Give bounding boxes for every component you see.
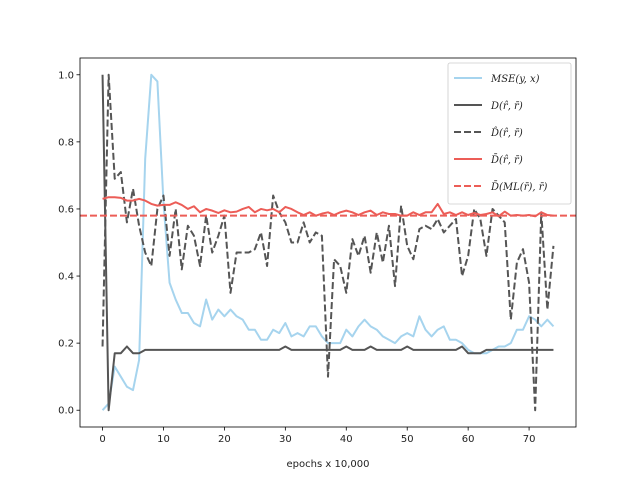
x-axis-label: epochs x 10,000: [287, 459, 370, 470]
series-layer: [80, 73, 576, 412]
y-axis: 0.0 0.2 0.4 0.6 0.8 1.0: [58, 70, 80, 417]
y-tick-label: 1.0: [58, 70, 74, 81]
series-line-1-d-r-r: [101, 74, 554, 412]
legend-label-d-bar: D̄(r̂, r̄): [490, 154, 523, 166]
series-line-2-d-r-r: [101, 73, 555, 412]
legend-label-d-bar-ml: D̄(ML(r̄), r̄): [490, 181, 548, 193]
x-tick-label: 40: [340, 434, 353, 445]
legend: MSE(y, x) D(r̂, r̄) D̂(r̂, r̄) D̄(r̂, r̄…: [447, 62, 572, 205]
legend-label-d: D(r̂, r̄): [490, 101, 523, 112]
x-tick-label: 30: [279, 434, 292, 445]
plot-frame: [79, 57, 577, 428]
y-tick-label: 0.2: [58, 339, 74, 350]
y-tick-label: 0.8: [58, 137, 74, 148]
y-tick-label: 0.0: [58, 406, 74, 417]
y-tick-label: 0.4: [58, 272, 74, 283]
x-tick-label: 10: [157, 434, 170, 445]
legend-label-d-hat: D̂(r̂, r̄): [490, 127, 523, 139]
legend-frame: [447, 62, 572, 205]
series-line-3-d-r-r: [102, 196, 554, 218]
x-tick-label: 50: [401, 434, 414, 445]
x-tick-label: 60: [462, 434, 475, 445]
x-tick-label: 20: [218, 434, 231, 445]
y-tick-label: 0.6: [58, 204, 74, 215]
x-tick-label: 70: [523, 434, 536, 445]
x-axis: 0 10 20 30 40 50 60 70: [99, 427, 535, 445]
x-tick-label: 0: [99, 434, 105, 445]
legend-label-mse: MSE(y, x): [490, 74, 540, 85]
